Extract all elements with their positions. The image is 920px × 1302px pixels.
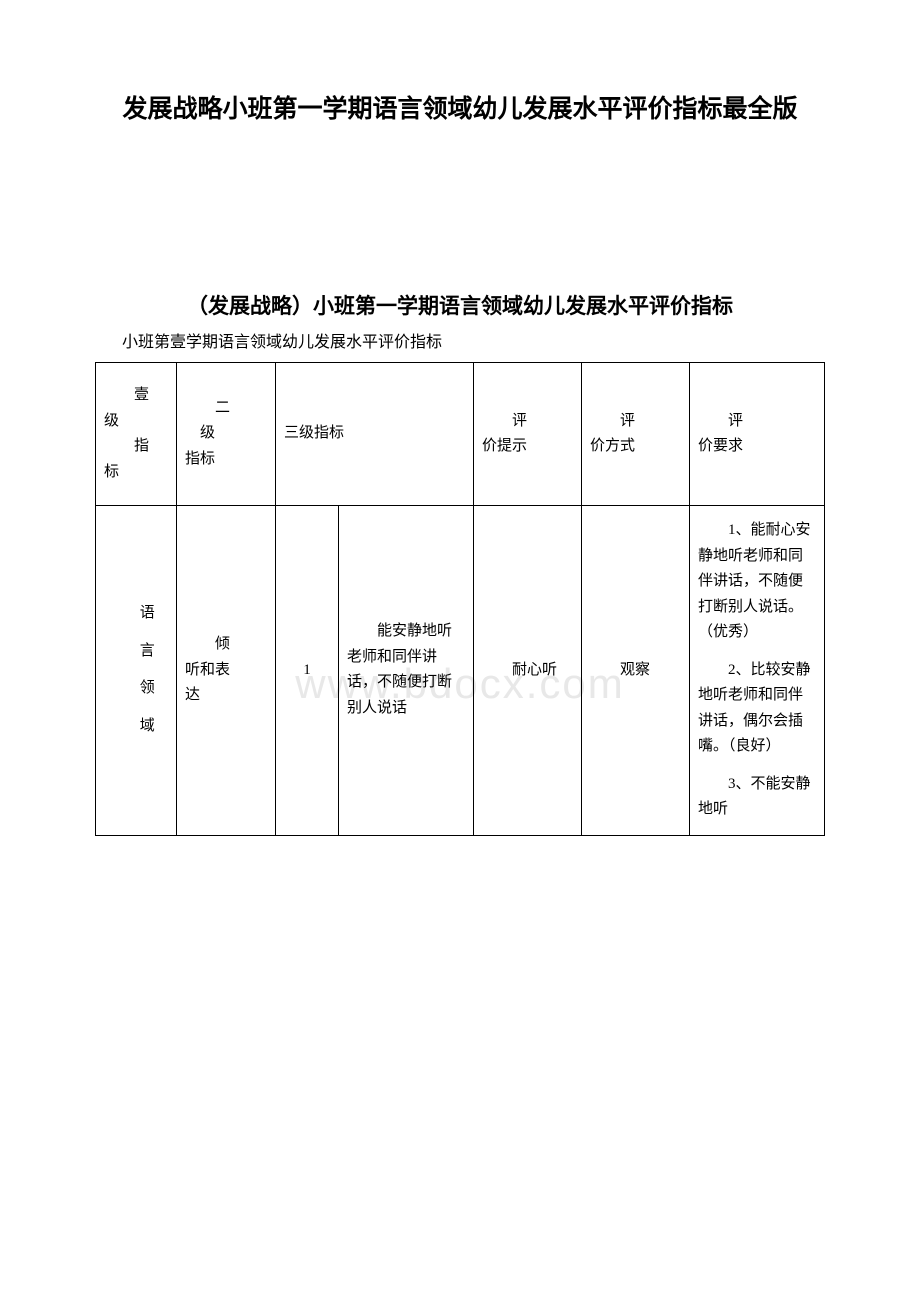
cell-text: 耐心听 xyxy=(482,658,573,684)
cell-indicator: 能安静地听老师和同伴讲话，不随便打断别人说话 xyxy=(338,506,473,836)
description-text: 小班第壹学期语言领域幼儿发展水平评价指标 xyxy=(90,328,825,352)
header-text: 二 xyxy=(185,396,267,422)
header-eval-hint: 评 价提示 xyxy=(473,363,581,506)
table-data-row: 语 言 领 域 倾 听和表 达 1 能安静地听老师和同伴讲话，不随便打断别人说话… xyxy=(96,506,825,836)
cell-requirement: 1、能耐心安静地听老师和同伴讲话，不随便打断别人说话。（优秀） 2、比较安静地听… xyxy=(689,506,824,836)
header-eval-requirement: 评 价要求 xyxy=(689,363,824,506)
cell-text: 域 xyxy=(104,708,168,746)
header-text: 级 xyxy=(185,421,267,447)
header-text: 价要求 xyxy=(698,434,816,460)
cell-text: 能安静地听老师和同伴讲话，不随便打断别人说话 xyxy=(347,619,465,721)
cell-text: 观察 xyxy=(590,658,681,684)
cell-text: 达 xyxy=(185,683,267,709)
header-text: 壹 xyxy=(104,383,168,409)
header-level2: 二 级 指标 xyxy=(177,363,276,506)
cell-category: 倾 听和表 达 xyxy=(177,506,276,836)
requirement-item: 3、不能安静地听 xyxy=(698,772,816,823)
header-level1: 壹 级 指 标 xyxy=(96,363,177,506)
subtitle: （发展战略）小班第一学期语言领域幼儿发展水平评价指标 xyxy=(95,290,825,320)
requirement-item: 1、能耐心安静地听老师和同伴讲话，不随便打断别人说话。（优秀） xyxy=(698,518,816,646)
header-text: 指标 xyxy=(185,447,267,473)
cell-hint: 耐心听 xyxy=(473,506,581,836)
header-text: 评 xyxy=(482,409,573,435)
cell-text: 听和表 xyxy=(185,658,267,684)
main-title: 发展战略小班第一学期语言领域幼儿发展水平评价指标最全版 xyxy=(95,90,825,130)
document-content: 发展战略小班第一学期语言领域幼儿发展水平评价指标最全版 （发展战略）小班第一学期… xyxy=(95,90,825,836)
table-header-row: 壹 级 指 标 二 级 指标 三级指标 评 价提示 评 价方式 评 xyxy=(96,363,825,506)
evaluation-table: 壹 级 指 标 二 级 指标 三级指标 评 价提示 评 价方式 评 xyxy=(95,362,825,836)
header-text: 价提示 xyxy=(482,434,573,460)
header-text: 指 xyxy=(104,434,168,460)
header-text: 评 xyxy=(590,409,681,435)
cell-text: 言 xyxy=(104,633,168,671)
header-text: 价方式 xyxy=(590,434,681,460)
header-text: 标 xyxy=(104,460,168,486)
cell-text: 倾 xyxy=(185,632,267,658)
header-level3: 三级指标 xyxy=(276,363,474,506)
requirement-item: 2、比较安静地听老师和同伴讲话，偶尔会插嘴。（良好） xyxy=(698,658,816,760)
cell-text: 领 xyxy=(104,670,168,708)
header-text: 级 xyxy=(104,409,168,435)
header-eval-method: 评 价方式 xyxy=(581,363,689,506)
cell-number: 1 xyxy=(276,506,339,836)
cell-method: 观察 xyxy=(581,506,689,836)
cell-text: 语 xyxy=(104,595,168,633)
header-text: 评 xyxy=(698,409,816,435)
cell-domain: 语 言 领 域 xyxy=(96,506,177,836)
header-text: 三级指标 xyxy=(284,425,344,441)
